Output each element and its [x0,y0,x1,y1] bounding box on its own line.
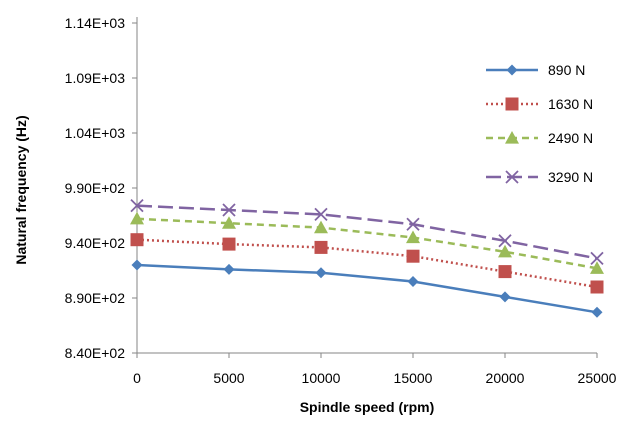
x-tick-label: 0 [133,370,141,386]
data-point [130,233,144,247]
legend-label: 1630 N [548,96,593,112]
y-tick-label: 9.40E+02 [65,235,126,251]
y-axis-title: Natural frequency (Hz) [13,115,29,264]
data-point [406,217,420,231]
data-point [223,263,235,275]
legend: 890 N 1630 N 2490 N 3290 N [486,62,593,185]
x-axis-title: Spindle speed (rpm) [300,399,435,415]
legend-label: 2490 N [548,130,593,146]
data-point [222,203,236,217]
data-point [130,211,144,225]
data-point [590,261,604,274]
series-3 [130,198,604,266]
data-point [315,267,327,279]
data-point [498,265,512,279]
x-tick-label: 5000 [213,370,244,386]
legend-marker [505,170,519,184]
series-line [136,238,598,289]
legend-item: 1630 N [486,96,593,112]
data-point [130,198,144,213]
y-tick-label: 8.40E+02 [65,345,126,361]
data-point [314,220,328,234]
legend-item: 3290 N [486,169,593,185]
series-2 [130,211,604,274]
data-point [591,306,603,318]
series-line [136,204,598,260]
data-point [131,259,143,271]
data-point [407,276,419,287]
data-point [498,244,512,258]
data-point [499,291,511,303]
data-point [314,207,328,222]
tick-labels: 8.40E+02 8.90E+02 9.40E+02 9.90E+02 1.04E+03… [65,15,617,386]
legend-marker [505,131,519,144]
data-point [314,240,328,254]
legend-item: 2490 N [486,130,593,146]
x-tick-label: 15000 [394,370,433,386]
y-tick-label: 1.09E+03 [65,70,126,86]
legend-item: 890 N [486,62,585,78]
x-tick-label: 10000 [302,370,341,386]
series-1 [130,233,604,294]
legend-marker [505,97,519,111]
legend-label: 890 N [548,62,585,78]
x-tick-label: 25000 [578,370,617,386]
data-point [498,234,512,248]
series-0 [131,259,603,318]
y-tick-label: 1.04E+03 [65,125,126,141]
data-point [222,216,236,229]
y-tick-label: 8.90E+02 [65,290,126,306]
axes [132,17,598,358]
data-point [590,280,604,294]
legend-label: 3290 N [548,169,593,185]
data-point [222,237,236,251]
series-group [130,198,604,318]
x-tick-label: 20000 [486,370,525,386]
data-point [406,249,420,263]
legend-marker [506,64,518,76]
y-tick-label: 9.90E+02 [65,180,126,196]
data-point [406,230,420,244]
series-line [136,217,598,270]
series-line [136,263,598,314]
y-tick-label: 1.14E+03 [65,15,126,31]
data-point [590,251,604,266]
